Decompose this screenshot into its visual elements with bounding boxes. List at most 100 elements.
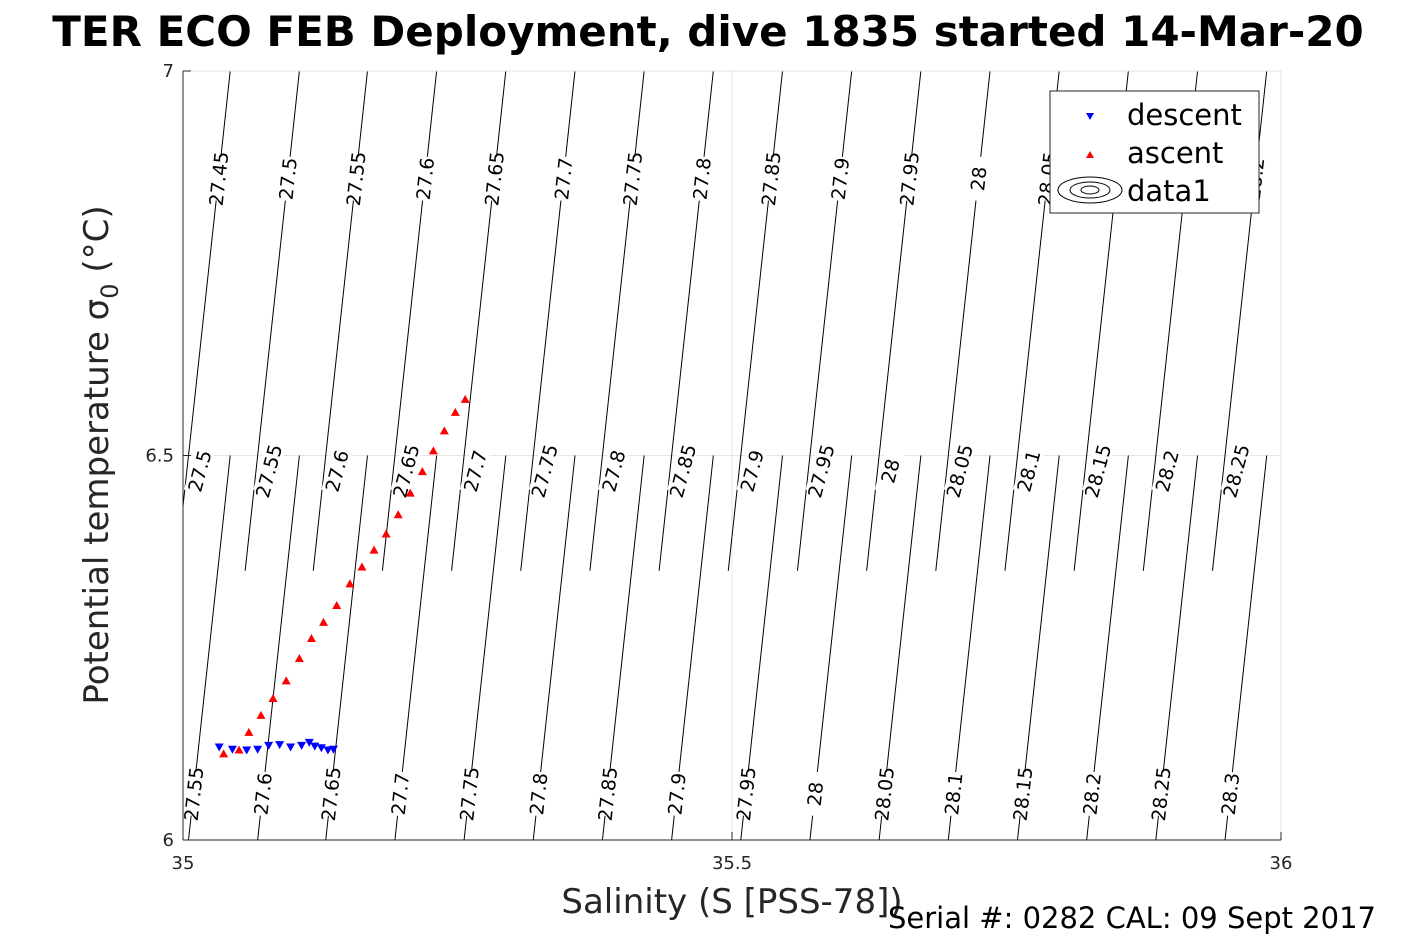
contour-label-bg xyxy=(206,155,231,202)
ascent-point xyxy=(268,694,278,703)
contour-label-bg xyxy=(940,770,966,817)
contour-label: 27.9 xyxy=(664,772,690,816)
legend-box xyxy=(1049,90,1260,214)
ascent-point xyxy=(428,446,438,455)
ascent-point xyxy=(234,745,244,754)
contour-line xyxy=(809,71,853,456)
contour-line-ext xyxy=(381,455,396,571)
contour-label-bg xyxy=(620,155,645,202)
contour-label-bg xyxy=(966,155,991,202)
descent-point xyxy=(328,745,338,754)
contour-label-bg xyxy=(1217,770,1243,817)
contour-line xyxy=(257,71,300,456)
contour-label-bg xyxy=(1148,770,1174,817)
contour-label-bg xyxy=(525,770,551,817)
contour-line-ext xyxy=(589,455,603,571)
contour-label-bg xyxy=(758,155,784,202)
contour-label-bg xyxy=(321,447,353,495)
ascent-point xyxy=(460,394,470,403)
contour-line-ext xyxy=(796,455,811,571)
contour-label-bg xyxy=(896,155,922,202)
contour-line xyxy=(463,71,507,456)
contour-label-bg xyxy=(1079,770,1104,817)
ascent-point xyxy=(345,579,355,588)
contour-label-bg xyxy=(802,770,828,817)
contour-label: 28.2 xyxy=(1079,772,1105,816)
contour-label-bg xyxy=(250,770,275,817)
contour-label-bg xyxy=(943,447,975,495)
contour-label-bg xyxy=(459,447,491,495)
contour-line xyxy=(394,71,438,456)
axis-ticks: 35 35.5 36 6 6.5 7 xyxy=(145,61,1292,874)
contour-line-ext xyxy=(257,839,258,840)
contour-line-ext xyxy=(244,455,259,571)
contour-label-bg xyxy=(481,155,507,202)
descent-point xyxy=(227,745,237,754)
contour-label: 27.8 xyxy=(526,772,552,816)
contour-label-bg xyxy=(1082,447,1113,495)
contour-line-ext xyxy=(1142,455,1157,571)
contour-line xyxy=(671,71,714,456)
contour-label-bg xyxy=(871,770,897,817)
contour-label: 28 xyxy=(967,166,991,192)
contour-label: 28.3 xyxy=(1218,772,1244,816)
descent-point xyxy=(264,741,274,750)
contour-label-bg xyxy=(456,770,482,817)
ascent-point xyxy=(450,407,460,416)
contour-label-bg xyxy=(598,447,629,495)
descent-point xyxy=(316,744,326,753)
x-tick-label: 36 xyxy=(1270,853,1293,874)
y-axis-label: Potential temperature σ0 (°C) xyxy=(77,205,124,704)
contour-line xyxy=(601,71,645,456)
ascent-point xyxy=(393,510,403,519)
contour-line-ext xyxy=(451,455,465,571)
legend: descent ascent data1 xyxy=(1049,90,1260,214)
ascent-point xyxy=(306,634,316,643)
ascent-point xyxy=(369,545,379,554)
contour-label-bg xyxy=(550,155,576,202)
contour-label-bg xyxy=(343,155,369,202)
contour-line xyxy=(1224,71,1268,456)
contour-line-ext xyxy=(658,455,673,571)
ascent-point xyxy=(357,562,367,571)
contour-label-bg xyxy=(733,770,759,817)
contour-label: 27.6 xyxy=(250,772,276,816)
descent-point xyxy=(275,741,285,750)
contour-line-ext xyxy=(532,839,534,840)
contour-label-bg xyxy=(595,770,620,817)
ascent-point xyxy=(244,727,254,736)
contour-label-bg xyxy=(689,155,714,202)
contour-label-bg xyxy=(412,155,438,202)
descent-point xyxy=(304,738,314,747)
contour-line xyxy=(187,71,231,456)
ascent-point xyxy=(332,600,342,609)
data-points xyxy=(214,394,470,758)
descent-point xyxy=(323,746,333,755)
y-tick-label: 6.5 xyxy=(145,446,174,467)
contour-label-bg xyxy=(253,447,284,495)
descent-point xyxy=(297,741,307,750)
contour-line xyxy=(947,71,991,456)
ascent-point xyxy=(319,617,329,626)
contour-line-ext xyxy=(727,455,742,571)
chart-title: TER ECO FEB Deployment, dive 1835 starte… xyxy=(52,7,1363,56)
descent-point xyxy=(253,745,263,754)
contour-line-ext xyxy=(1073,455,1088,571)
ascent-point xyxy=(417,467,427,476)
y-tick-label: 6 xyxy=(163,830,174,851)
contour-line-ext xyxy=(325,839,326,840)
contour-label-bg xyxy=(390,447,422,495)
ascent-point xyxy=(256,710,266,719)
y-axis-label-main: Potential temperature σ xyxy=(77,299,117,705)
contour-label-bg xyxy=(181,770,206,817)
descent-point xyxy=(214,743,224,752)
y-axis-label-subscript: 0 xyxy=(96,283,124,298)
contour-line-ext xyxy=(312,455,327,571)
contour-label-bg xyxy=(275,155,301,202)
legend-descent-marker xyxy=(1086,113,1094,120)
contour-label: 27.5 xyxy=(275,157,301,201)
ascent-point xyxy=(294,654,304,663)
contour-label: 27.9 xyxy=(828,157,854,201)
contour-label-bg xyxy=(874,447,906,495)
